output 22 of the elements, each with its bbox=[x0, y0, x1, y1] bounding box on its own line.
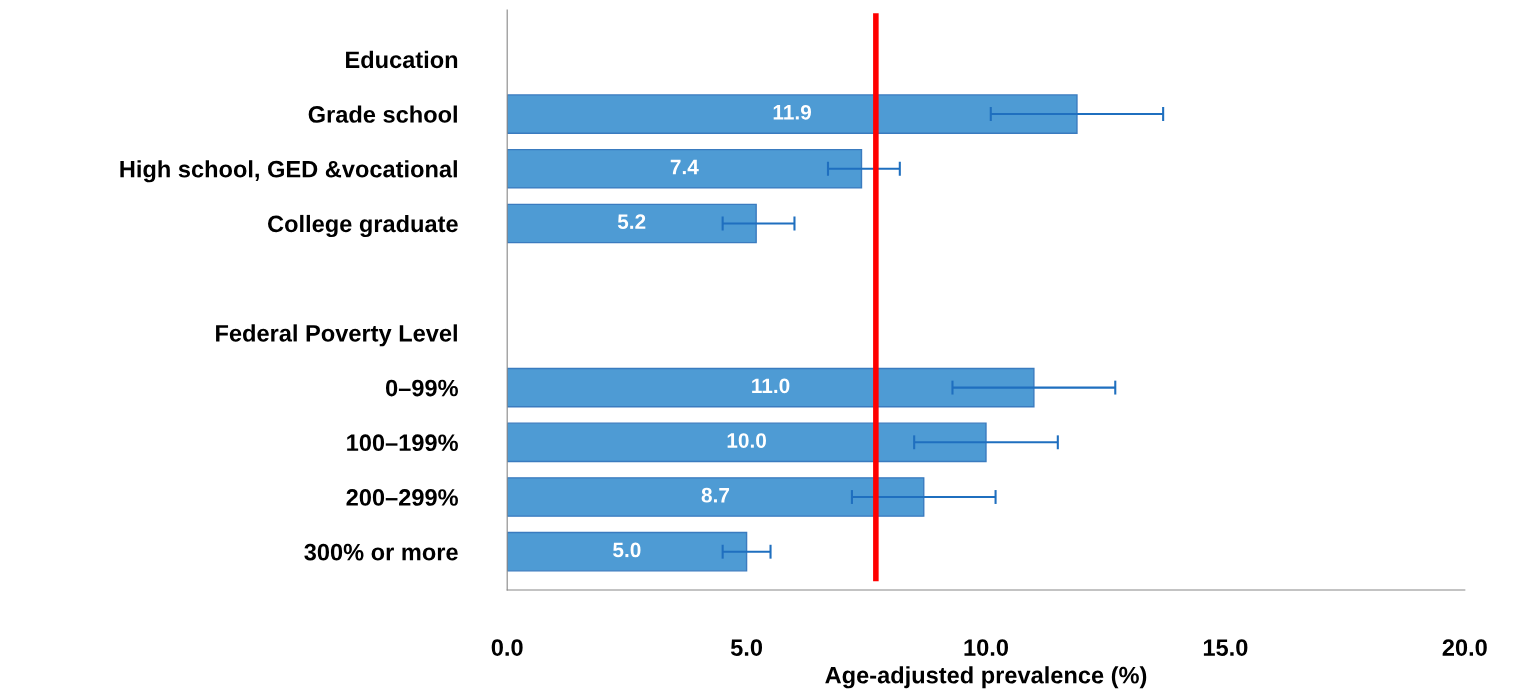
data-label: 10.0 bbox=[727, 433, 767, 448]
x-tick-label: 15.0 bbox=[1203, 639, 1248, 656]
y-tick-label: 100–199% bbox=[347, 434, 458, 452]
y-tick-label: 0–99% bbox=[386, 379, 458, 397]
y-tick-label: Grade school bbox=[308, 105, 457, 123]
x-tick-label: 20.0 bbox=[1442, 639, 1487, 656]
y-tick-label: 300% or more bbox=[304, 543, 458, 561]
y-tick-label: High school, GED &vocational bbox=[120, 160, 457, 183]
x-tick-label: 5.0 bbox=[730, 639, 763, 656]
data-label: 11.9 bbox=[773, 104, 812, 120]
x-tick-label: 10.0 bbox=[964, 639, 1008, 656]
data-label: 5.0 bbox=[613, 542, 641, 558]
data-label: 11.0 bbox=[752, 378, 790, 394]
data-label: 8.7 bbox=[701, 487, 730, 503]
y-tick-label: College graduate bbox=[268, 214, 458, 238]
y-tick-label: Federal Poverty Level bbox=[216, 324, 457, 347]
y-tick-label: Education bbox=[346, 50, 458, 69]
data-label: 7.4 bbox=[670, 159, 699, 175]
y-tick-label: 200–299% bbox=[346, 489, 458, 506]
x-axis-title: Age-adjusted prevalence (%) bbox=[825, 666, 1147, 689]
data-label: 5.2 bbox=[617, 214, 646, 230]
x-tick-label: 0.0 bbox=[491, 639, 523, 656]
